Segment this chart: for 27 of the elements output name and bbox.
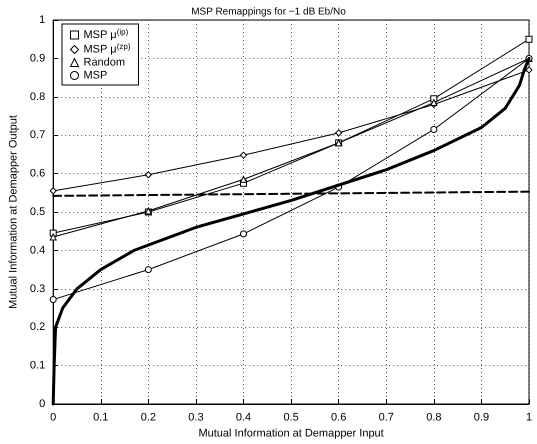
y-tick-label: 0.5 [30,206,46,218]
y-axis-title: Mutual Information at Demapper Output [8,115,20,309]
x-tick-label: 0.2 [140,412,156,424]
x-tick-label: 1 [526,412,532,424]
x-tick-label: 0.7 [378,412,394,424]
x-tick-label: 0.3 [188,412,204,424]
x-tick-label: 0.5 [283,412,299,424]
y-tick-label: 0.9 [30,52,46,64]
y-tick-label: 0.8 [30,90,46,103]
y-tick-label: 0.4 [30,244,46,256]
y-tick-label: 1 [39,14,46,26]
y-tick-label: 0.6 [30,168,46,180]
x-tick-label: 0.1 [93,412,108,424]
y-tick-label: 0.7 [30,129,46,142]
y-tick-label: 0.3 [30,282,46,295]
x-tick-label: 0.4 [236,412,252,424]
x-tick-label: 0.6 [331,412,346,424]
x-tick-label: 0.9 [474,412,490,424]
y-tick-label: 0.2 [30,321,46,334]
x-tick-label: 0 [50,412,56,424]
x-axis-title: Mutual Information at Demapper Input [198,427,384,440]
y-tick-label: 0.1 [30,360,46,372]
chart-title: MSP Remappings for −1 dB Eb/No [191,6,346,18]
x-tick-label: 0.8 [426,412,442,424]
legend-label: Random [84,56,126,68]
legend-label: MSP [84,70,108,82]
y-tick-label: 0 [39,398,46,410]
